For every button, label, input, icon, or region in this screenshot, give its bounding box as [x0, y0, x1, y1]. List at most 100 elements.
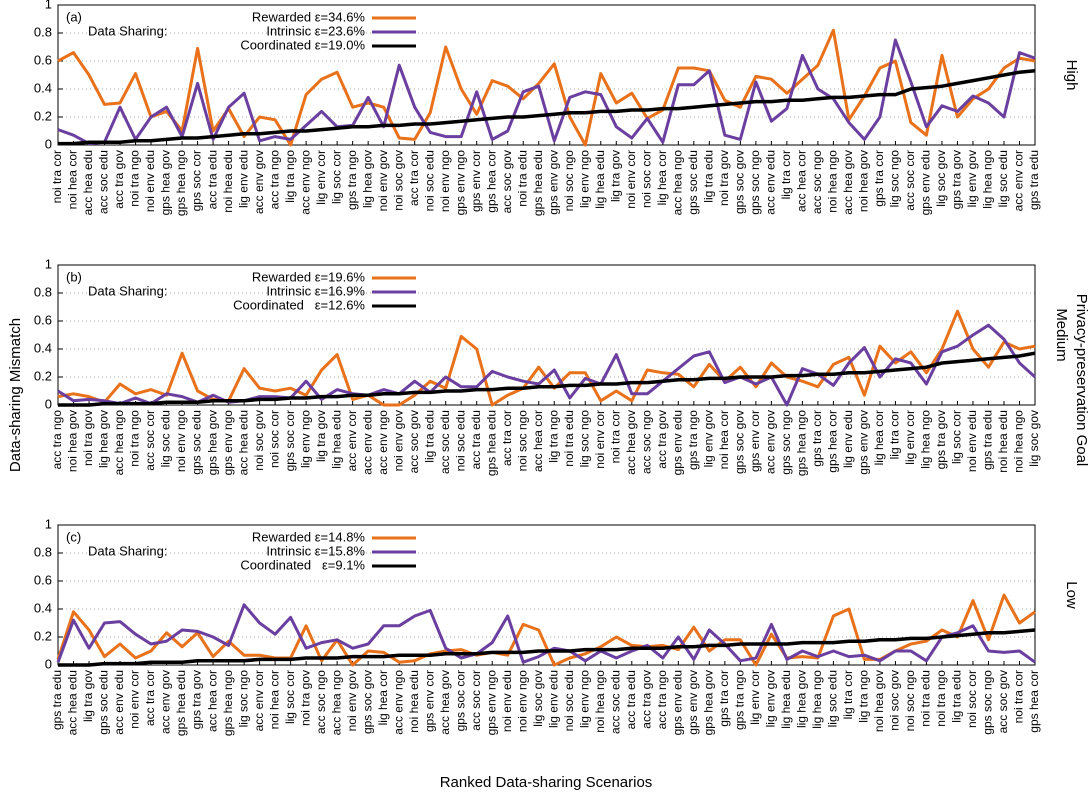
x-tick-label: acc soc edu: [438, 410, 452, 474]
x-tick-label: acc hea ngo: [670, 150, 684, 216]
x-tick-label: acc soc cor: [143, 410, 157, 471]
x-tick-label: lig soc cor: [283, 670, 297, 724]
x-tick-label: noi hea cor: [66, 150, 80, 209]
x-tick-label: gps soc gov: [360, 670, 374, 734]
x-tick-label: acc tra edu: [469, 410, 483, 469]
x-tick-label: acc env edu: [764, 150, 778, 215]
x-tick-label: acc tra cor: [407, 150, 421, 206]
y-tick-label: 0.8: [34, 24, 52, 39]
x-tick-label: lig tra edu: [950, 670, 964, 723]
side-label: Low: [1063, 581, 1080, 609]
x-tick-label: gps tra cor: [810, 410, 824, 467]
x-tick-label: noi tra edu: [562, 410, 576, 467]
x-tick-label: noi env ngo: [174, 410, 188, 472]
x-tick-label: lig env edu: [236, 150, 250, 208]
series-line: [57, 323, 1037, 407]
x-tick-label: noi env edu: [965, 410, 979, 472]
x-tick-label: lig env ngo: [577, 150, 591, 208]
x-tick-label: acc env ngo: [376, 410, 390, 475]
y-tick-label: 0: [45, 656, 52, 671]
x-tick-label: gps hea cor: [826, 410, 840, 473]
x-tick-label: noi soc edu: [453, 410, 467, 471]
y-tick-label: 0: [45, 136, 52, 151]
x-tick-label: acc hea cor: [205, 670, 219, 732]
x-tick-label: noi hea ngo: [593, 670, 607, 733]
x-tick-label: gps hea ngo: [795, 410, 809, 476]
x-tick-label: noi hea cor: [717, 410, 731, 469]
plot-frame: [57, 264, 1036, 406]
series-line: [58, 628, 1036, 667]
x-tick-label: noi tra ngo: [934, 670, 948, 727]
x-tick-label: noi hea ngo: [826, 150, 840, 213]
x-tick-label: noi soc cor: [639, 150, 653, 208]
x-tick-label: acc env cor: [1012, 150, 1026, 211]
legend-label: Coordinated ε=12.6%: [233, 297, 365, 312]
x-tick-label: noi hea cor: [267, 670, 281, 729]
x-tick-label: lig tra ngo: [857, 670, 871, 723]
x-tick-label: noi soc ngo: [562, 150, 576, 212]
x-tick-label: noi env cor: [128, 670, 142, 729]
x-tick-label: lig hea edu: [329, 410, 343, 469]
legend-label: Coordinated ε=9.1%: [240, 557, 365, 572]
x-tick-label: acc env gov: [764, 410, 778, 474]
x-tick-label: acc env edu: [360, 410, 374, 475]
x-tick-label: acc hea gov: [841, 150, 855, 215]
x-tick-label: acc tra ngo: [50, 410, 64, 470]
plot-frame: [57, 524, 1036, 666]
x-tick-label: noi hea gov: [66, 410, 80, 472]
legend-label: Intrinsic ε=16.9%: [266, 283, 365, 298]
x-tick-label: noi tra cor: [608, 410, 622, 463]
x-tick-label: gps soc cor: [453, 670, 467, 731]
x-tick-label: noi env gov: [376, 150, 390, 211]
y-tick-label: 1: [45, 516, 52, 531]
x-tick-label: acc hea ngo: [112, 410, 126, 476]
x-tick-label: noi hea edu: [996, 410, 1010, 473]
x-tick-label: acc hea edu: [236, 410, 250, 475]
panel-label: (c): [66, 529, 81, 544]
legend-label: Rewarded ε=19.6%: [252, 269, 366, 284]
x-tick-label: acc hea edu: [66, 670, 80, 735]
x-tick-label: gps hea gov: [205, 410, 219, 475]
x-tick-label: lig env gov: [702, 410, 716, 467]
x-tick-label: noi env ngo: [438, 150, 452, 212]
x-tick-label: lig tra ngo: [546, 410, 560, 463]
x-tick-label: gps tra gov: [950, 150, 964, 209]
x-tick-label: noi tra cor: [50, 150, 64, 203]
x-tick-label: lig tra gov: [314, 410, 328, 462]
x-tick-label: acc hea cor: [795, 150, 809, 212]
x-tick-label: gps tra gov: [190, 670, 204, 729]
x-tick-label: acc tra gov: [112, 150, 126, 209]
x-tick-label: gps soc edu: [686, 150, 700, 215]
x-tick-label: noi tra edu: [515, 150, 529, 207]
x-tick-label: gps hea gov: [159, 150, 173, 215]
x-tick-label: gps hea edu: [174, 670, 188, 736]
series-line: [58, 351, 1036, 407]
x-axis-label: Ranked Data-sharing Scenarios: [440, 774, 653, 791]
x-tick-label: noi env cor: [624, 150, 638, 209]
x-tick-label: acc hea gov: [624, 410, 638, 475]
x-tick-label: noi env cor: [593, 410, 607, 469]
x-tick-label: noi env gov: [345, 670, 359, 731]
x-tick-label: gps env ngo: [453, 150, 467, 216]
x-tick-label: lig env cor: [314, 150, 328, 205]
panel-label: (b): [66, 269, 82, 284]
x-tick-label: acc soc edu: [608, 670, 622, 734]
x-tick-label: gps env gov: [546, 150, 560, 215]
series-line: [58, 69, 1036, 146]
x-tick-label: lig tra cor: [841, 670, 855, 719]
x-tick-label: noi hea edu: [221, 150, 235, 213]
x-tick-label: acc hea gov: [438, 670, 452, 735]
x-tick-label: noi soc gov: [252, 410, 266, 471]
x-tick-label: noi hea gov: [857, 150, 871, 212]
y-tick-label: 0.6: [34, 572, 52, 587]
x-tick-label: acc tra edu: [624, 670, 638, 729]
x-tick-label: gps env cor: [748, 410, 762, 472]
x-tick-label: gps soc cor: [190, 150, 204, 211]
x-tick-label: gps hea ngo: [221, 670, 235, 736]
x-tick-label: lig tra cor: [779, 150, 793, 199]
x-tick-label: noi tra gov: [81, 410, 95, 466]
x-tick-label: lig hea cor: [655, 150, 669, 205]
x-tick-label: acc tra gov: [655, 410, 669, 469]
x-tick-label: gps hea cor: [484, 150, 498, 213]
